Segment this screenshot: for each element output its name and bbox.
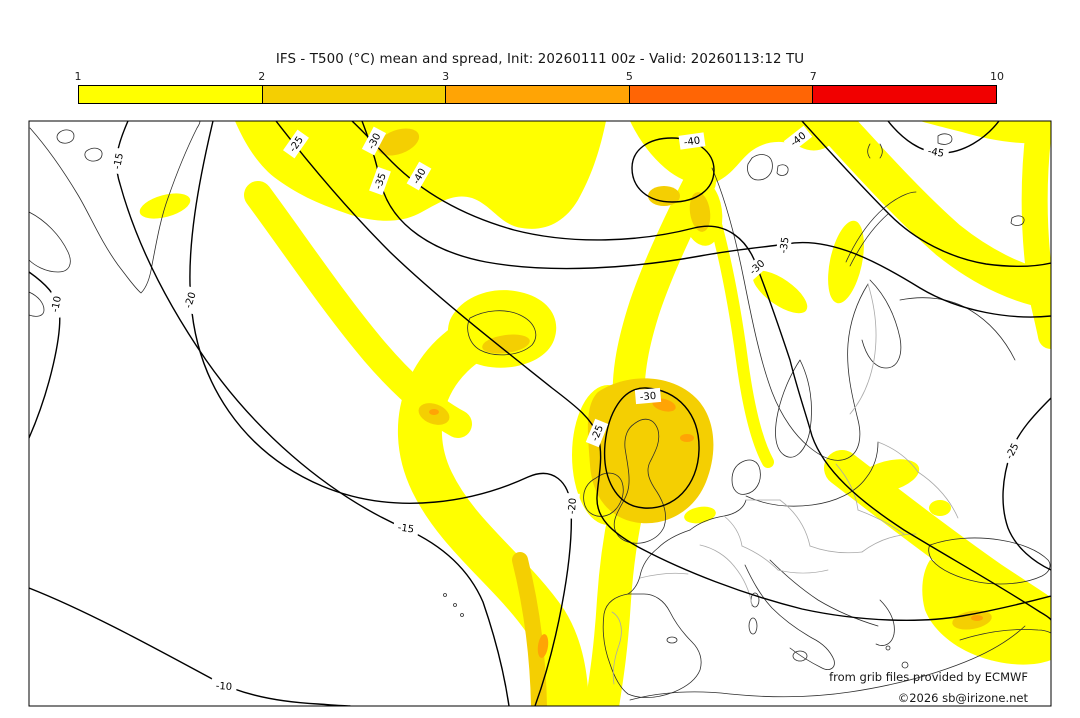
attribution-copyright: ©2026 sb@irizone.net [898, 691, 1029, 705]
colorbar-tick: 10 [990, 70, 1004, 83]
map-frame [28, 120, 1052, 707]
contour-label: -35 [775, 231, 793, 259]
contour-label: -40 [678, 132, 706, 150]
contour-minus30-low [603, 387, 700, 509]
spread-colorbar [78, 85, 997, 104]
svg-text:-20: -20 [183, 291, 199, 310]
contour-minus30-long [351, 121, 1051, 621]
svg-text:-30: -30 [639, 391, 656, 403]
svg-text:-35: -35 [778, 236, 791, 254]
svg-text:-15: -15 [397, 522, 415, 535]
colorbar-segment [629, 86, 814, 103]
colorbar-tick: 5 [625, 70, 633, 83]
spread-region-gold [376, 128, 992, 630]
contour-minus25-main [275, 121, 1051, 621]
contour-label: -20 [179, 285, 201, 315]
contour-minus15 [115, 121, 510, 706]
contour-labels: -15-20-10-25 -30-35 -40-40 -40-45-35-30-30-… [46, 125, 1025, 694]
country-borders [611, 283, 959, 685]
attribution-source: from grib files provided by ECMWF [829, 670, 1028, 684]
contour-label: -10 [46, 290, 66, 318]
contour-label: -10 [210, 678, 238, 694]
colorbar-tick: 2 [258, 70, 266, 83]
contour-label: -15 [108, 147, 128, 175]
contour-label: -30 [634, 387, 662, 405]
colorbar-segment [79, 86, 263, 103]
contour-label: -20 [564, 492, 580, 520]
svg-text:-10: -10 [50, 295, 64, 313]
svg-text:-15: -15 [112, 152, 126, 170]
colorbar-tick: 1 [74, 70, 82, 83]
contour-label: -35 [369, 166, 391, 196]
page-title: IFS - T500 (°C) mean and spread, Init: 2… [275, 52, 805, 67]
colorbar-tick: 7 [809, 70, 817, 83]
svg-text:-45: -45 [927, 146, 945, 160]
svg-text:-10: -10 [215, 681, 232, 693]
contour-label: -15 [392, 519, 420, 537]
colorbar-segment [262, 86, 447, 103]
contour-label: -45 [922, 142, 950, 162]
contour-minus40-oval [631, 137, 715, 203]
colorbar-segment [813, 86, 996, 103]
svg-text:-35: -35 [373, 172, 389, 191]
contour-minus25-east [1002, 397, 1051, 571]
colorbar-tick: 3 [442, 70, 450, 83]
contour-minus20 [189, 121, 573, 706]
contour-minus35 [361, 121, 1051, 318]
svg-text:-20: -20 [567, 498, 579, 515]
contour-label: -25 [585, 418, 609, 448]
svg-text:-40: -40 [683, 135, 701, 148]
spread-band-gold [512, 552, 547, 706]
colorbar-segment [446, 86, 630, 103]
contour-minus40-diag [801, 121, 1051, 267]
coastlines [29, 121, 1051, 701]
